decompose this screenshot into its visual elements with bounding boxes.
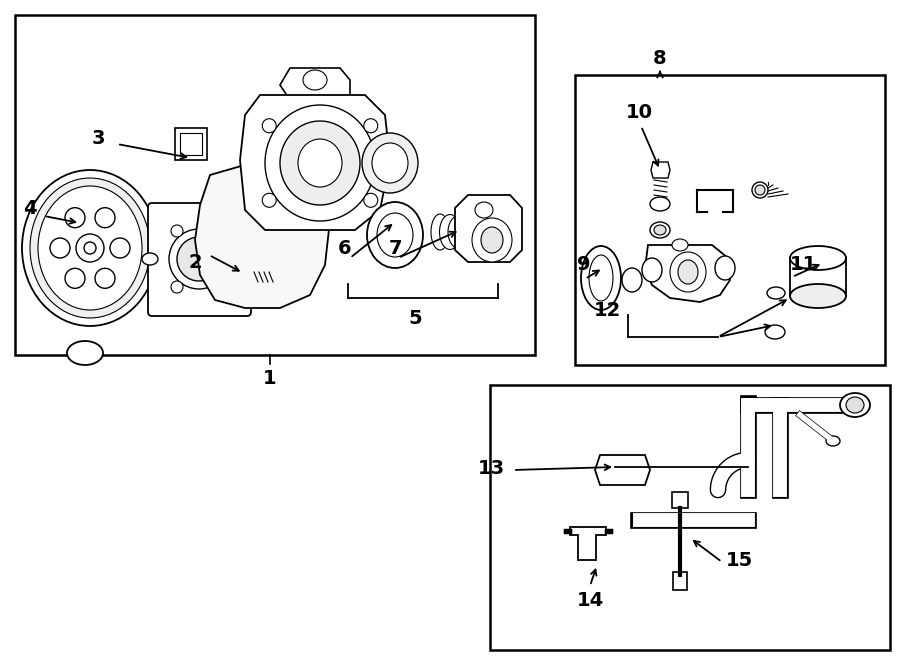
Ellipse shape	[439, 214, 461, 250]
Ellipse shape	[670, 252, 706, 292]
Ellipse shape	[715, 256, 735, 280]
Polygon shape	[240, 95, 390, 230]
Ellipse shape	[589, 255, 613, 301]
Ellipse shape	[495, 224, 515, 240]
Ellipse shape	[142, 253, 158, 265]
Ellipse shape	[280, 121, 360, 205]
Ellipse shape	[465, 216, 495, 248]
Circle shape	[95, 208, 115, 228]
Ellipse shape	[362, 133, 418, 193]
Ellipse shape	[678, 260, 698, 284]
Ellipse shape	[481, 227, 503, 253]
Ellipse shape	[672, 239, 688, 251]
Ellipse shape	[840, 393, 870, 417]
Ellipse shape	[456, 216, 483, 248]
Ellipse shape	[303, 70, 327, 90]
Text: 6: 6	[338, 238, 352, 258]
Text: 2: 2	[188, 254, 202, 273]
Ellipse shape	[298, 139, 342, 187]
Polygon shape	[570, 527, 606, 560]
Text: 8: 8	[653, 48, 667, 68]
Text: 11: 11	[790, 256, 817, 275]
Text: 3: 3	[92, 128, 105, 148]
Circle shape	[95, 268, 115, 289]
Bar	[575, 75, 885, 365]
Circle shape	[364, 193, 378, 207]
Circle shape	[364, 118, 378, 132]
Ellipse shape	[22, 170, 158, 326]
Circle shape	[171, 225, 183, 237]
Ellipse shape	[650, 222, 670, 238]
Ellipse shape	[259, 272, 277, 284]
Ellipse shape	[755, 185, 765, 195]
FancyBboxPatch shape	[148, 203, 251, 316]
Ellipse shape	[431, 214, 449, 250]
Ellipse shape	[581, 246, 621, 310]
Polygon shape	[195, 162, 330, 308]
Ellipse shape	[767, 287, 785, 299]
Bar	[672, 492, 688, 508]
Text: 4: 4	[23, 199, 37, 218]
Circle shape	[262, 193, 276, 207]
Ellipse shape	[475, 202, 493, 218]
Polygon shape	[280, 68, 350, 100]
Bar	[673, 572, 687, 590]
Circle shape	[65, 208, 85, 228]
Bar	[15, 15, 535, 355]
Circle shape	[171, 281, 183, 293]
Text: 14: 14	[576, 591, 604, 610]
Bar	[490, 385, 890, 650]
Text: 10: 10	[626, 103, 652, 122]
Ellipse shape	[790, 246, 846, 270]
Text: 7: 7	[388, 238, 401, 258]
Ellipse shape	[765, 325, 785, 339]
Text: 1: 1	[263, 369, 277, 387]
Ellipse shape	[30, 178, 150, 318]
Ellipse shape	[372, 143, 408, 183]
Bar	[175, 128, 207, 160]
Text: 9: 9	[577, 256, 590, 275]
Ellipse shape	[169, 229, 229, 289]
Ellipse shape	[752, 182, 768, 198]
Ellipse shape	[177, 237, 221, 281]
Ellipse shape	[377, 213, 413, 257]
Circle shape	[262, 118, 276, 132]
Circle shape	[65, 268, 85, 289]
Circle shape	[110, 238, 130, 258]
Text: 15: 15	[726, 551, 753, 569]
Circle shape	[84, 242, 96, 254]
Ellipse shape	[367, 202, 423, 268]
Ellipse shape	[472, 218, 512, 262]
Circle shape	[76, 234, 104, 262]
Ellipse shape	[448, 215, 472, 249]
Text: 12: 12	[594, 301, 621, 320]
Polygon shape	[645, 245, 730, 302]
Ellipse shape	[67, 341, 103, 365]
Polygon shape	[595, 455, 650, 485]
Text: 13: 13	[478, 459, 505, 477]
Circle shape	[215, 225, 227, 237]
Text: 5: 5	[409, 308, 422, 328]
Ellipse shape	[622, 268, 642, 292]
Ellipse shape	[265, 105, 375, 221]
Ellipse shape	[650, 197, 670, 211]
Polygon shape	[651, 162, 670, 178]
Ellipse shape	[790, 284, 846, 308]
Circle shape	[50, 238, 70, 258]
Bar	[180, 133, 202, 155]
Ellipse shape	[654, 225, 666, 235]
Ellipse shape	[826, 436, 840, 446]
Circle shape	[215, 281, 227, 293]
Ellipse shape	[846, 397, 864, 413]
Ellipse shape	[38, 186, 142, 310]
Ellipse shape	[237, 260, 259, 276]
Ellipse shape	[473, 216, 507, 248]
Polygon shape	[455, 195, 522, 262]
Ellipse shape	[642, 258, 662, 282]
